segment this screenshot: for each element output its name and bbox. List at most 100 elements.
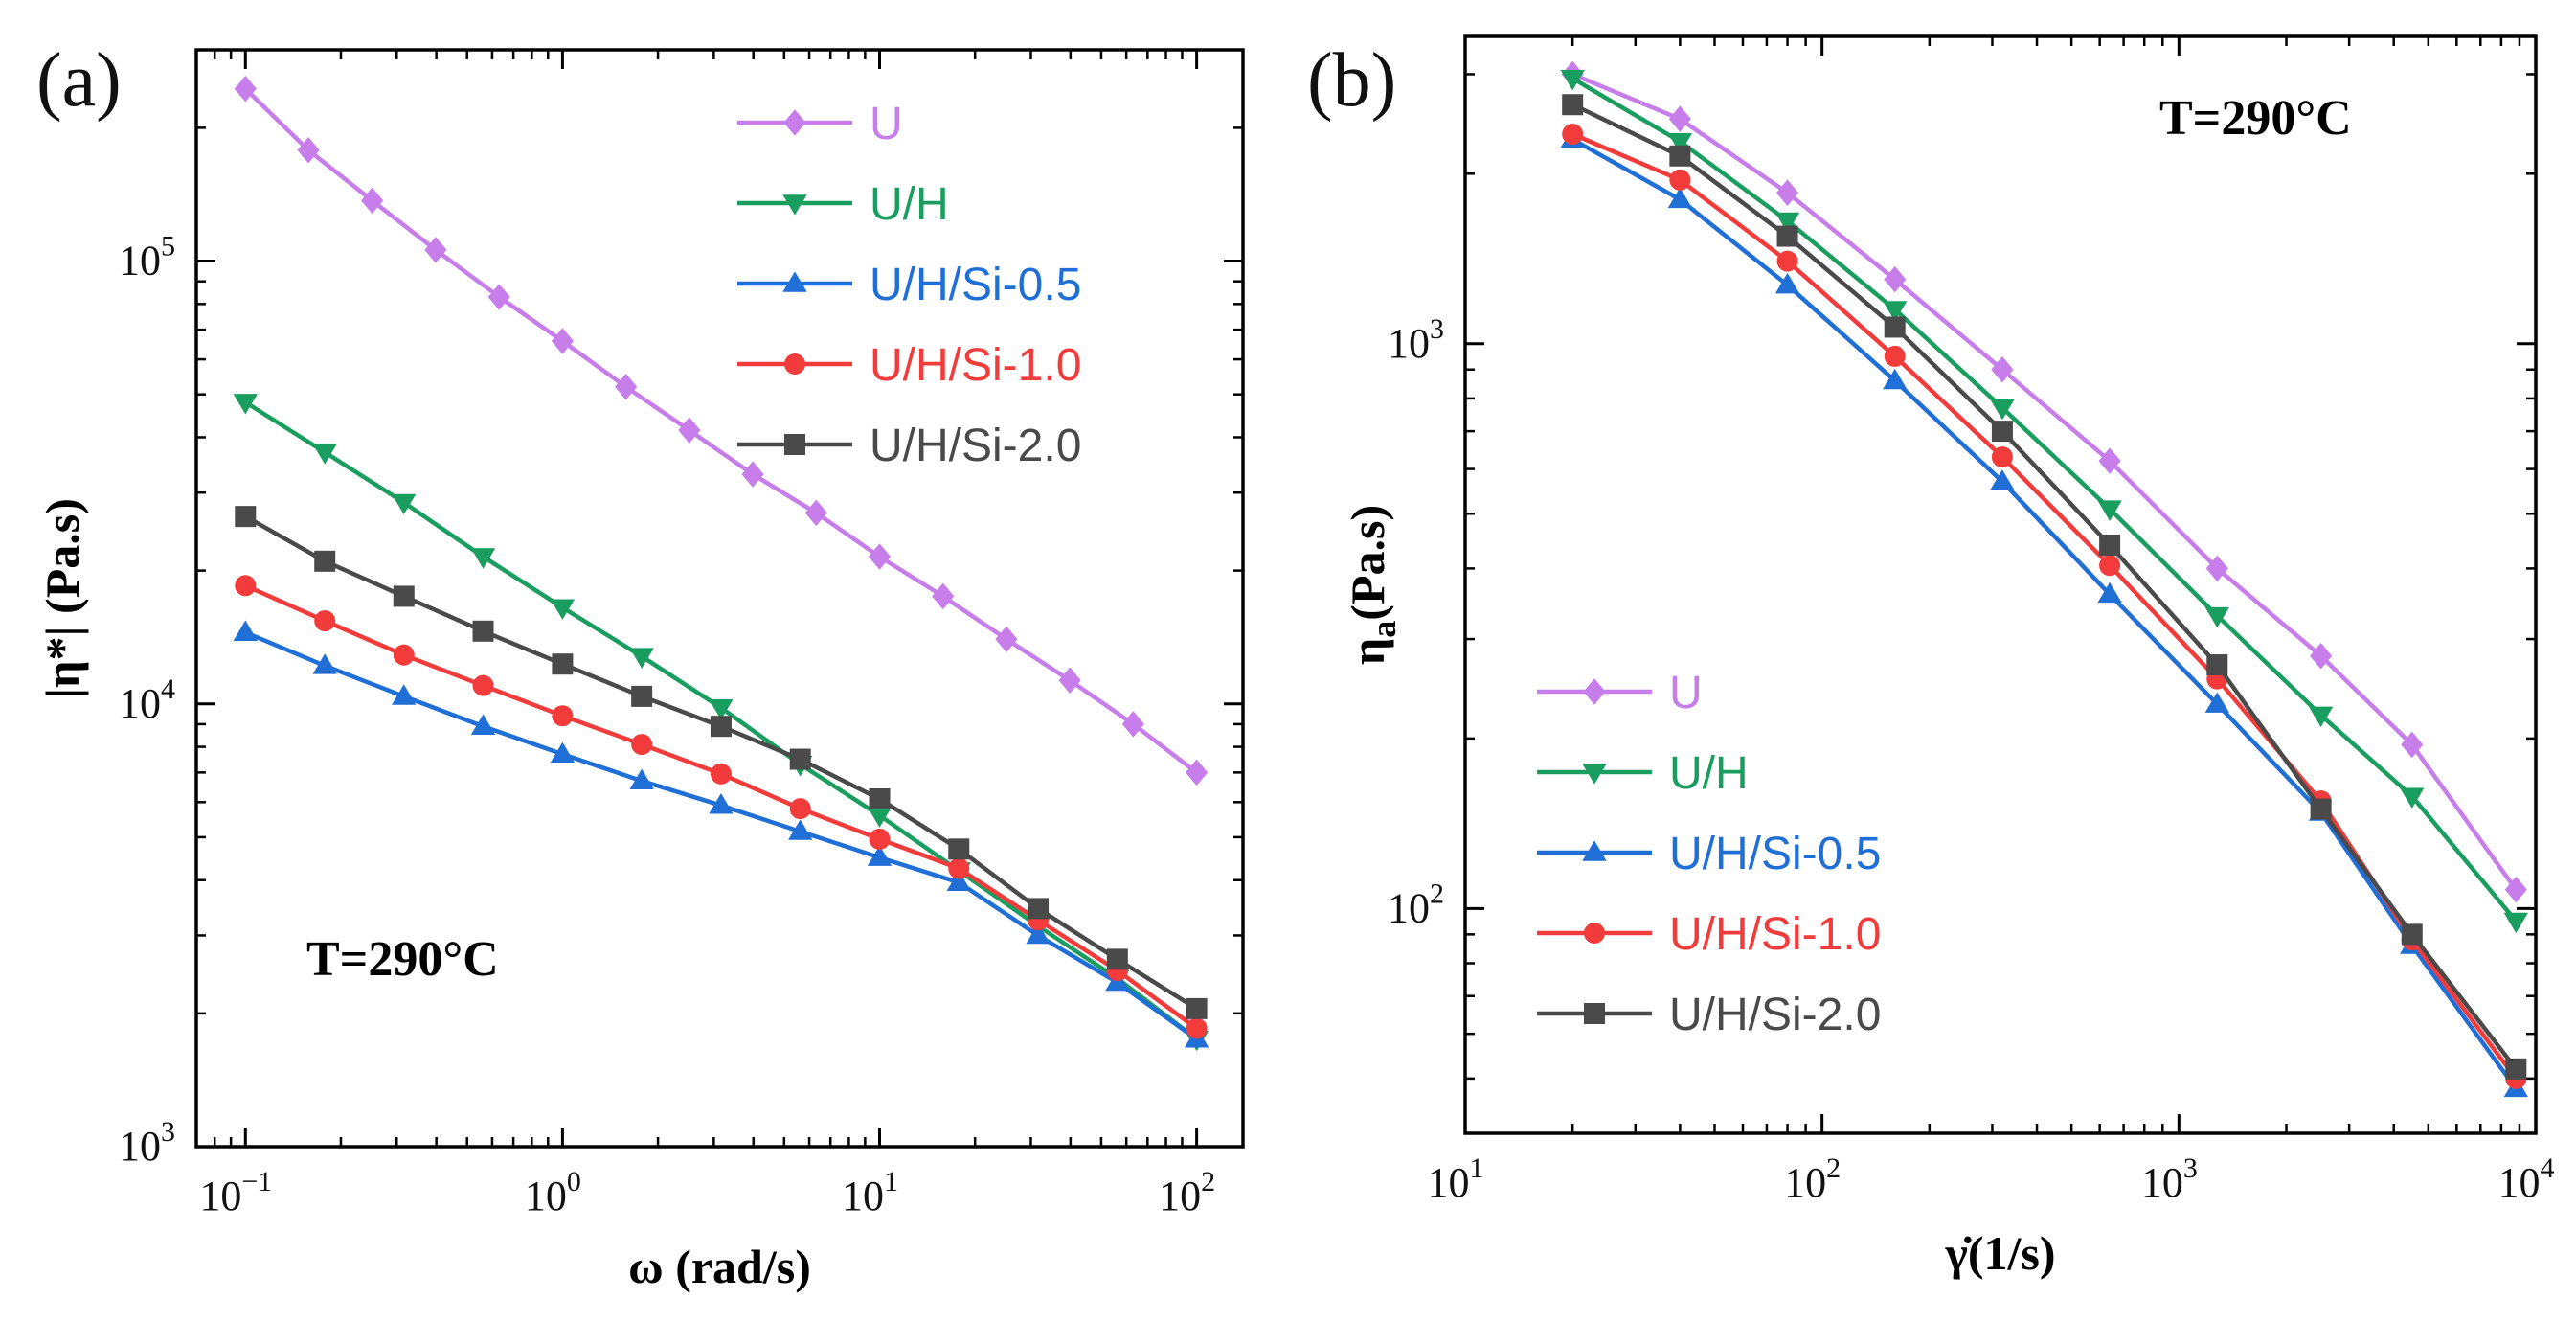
minor-ticks xyxy=(1465,36,2536,1133)
data-point xyxy=(314,550,336,572)
data-point xyxy=(1562,94,1584,116)
data-point xyxy=(550,741,576,764)
data-point xyxy=(2099,555,2121,577)
data-point xyxy=(2204,692,2229,713)
data-point xyxy=(550,599,576,620)
data-point xyxy=(629,768,654,789)
data-point xyxy=(946,870,971,892)
data-point xyxy=(1186,997,1208,1019)
legend-label: U/H/Si-1.0 xyxy=(870,340,1081,391)
x-tick-label: 102 xyxy=(1159,1166,1215,1219)
legend-label: U/H/Si-2.0 xyxy=(870,421,1081,471)
data-point xyxy=(2098,447,2121,474)
legend-item-u-h: U/H xyxy=(1537,748,1749,799)
data-point xyxy=(392,493,417,515)
data-point xyxy=(233,394,258,415)
data-point xyxy=(472,620,494,642)
data-point xyxy=(1776,179,1799,207)
data-point xyxy=(424,237,447,263)
y-tick-label: 105 xyxy=(119,231,175,285)
data-point xyxy=(789,798,811,820)
x-tick-label: 101 xyxy=(842,1166,898,1219)
data-point xyxy=(235,506,257,528)
data-point xyxy=(1121,711,1144,738)
data-point xyxy=(2401,731,2424,759)
data-point xyxy=(1883,301,1908,322)
legend-label: U/H/Si-0.5 xyxy=(870,260,1081,310)
data-point xyxy=(1774,212,1800,234)
series-u-h-si-2-0 xyxy=(235,506,1208,1019)
data-point xyxy=(1667,187,1693,209)
data-point xyxy=(1991,421,2013,443)
y-axis-title: |η*| (Pa.s) xyxy=(35,498,89,698)
data-point xyxy=(233,620,258,641)
x-tick-label: 103 xyxy=(2141,1152,2198,1206)
legend-marker xyxy=(784,434,805,455)
data-point xyxy=(1776,225,1798,247)
legend-item-u-h-si-0-5: U/H/Si-0.5 xyxy=(737,260,1081,310)
data-point xyxy=(1774,272,1800,294)
legend-marker xyxy=(783,109,806,136)
data-point xyxy=(995,626,1018,652)
data-point xyxy=(1058,667,1081,694)
data-point xyxy=(2308,706,2334,728)
data-point xyxy=(867,845,893,866)
data-point xyxy=(235,575,257,597)
y-axis-title: ηa(Pa.s) xyxy=(1341,505,1403,665)
legend-marker xyxy=(1582,764,1607,785)
legend-item-u: U xyxy=(737,99,903,149)
legend-item-u-h: U/H xyxy=(737,179,949,230)
data-point xyxy=(868,543,892,570)
data-point xyxy=(2205,555,2228,582)
legend-marker xyxy=(782,194,807,216)
data-point xyxy=(1668,105,1691,132)
series-line-u xyxy=(1571,72,2519,892)
panel-label: (a) xyxy=(36,38,122,123)
x-tick-label: 100 xyxy=(525,1166,581,1219)
plot-frame xyxy=(194,48,1245,1149)
data-point xyxy=(1028,898,1050,920)
legend-label: U/H xyxy=(1669,748,1749,799)
data-point xyxy=(948,857,970,879)
data-point xyxy=(2503,912,2528,934)
data-point xyxy=(314,610,336,632)
data-point xyxy=(393,585,415,607)
legend-marker xyxy=(1582,840,1607,861)
series-u xyxy=(234,75,1209,786)
data-point xyxy=(1776,250,1798,272)
data-point xyxy=(1560,69,1585,91)
legend-marker xyxy=(1583,678,1606,705)
legend-item-u-h-si-0-5: U/H/Si-0.5 xyxy=(1537,829,1881,879)
data-point xyxy=(470,714,496,735)
data-point xyxy=(1562,124,1584,146)
data-point xyxy=(1669,145,1691,167)
data-point xyxy=(869,787,891,809)
data-point xyxy=(867,807,893,828)
panel-label: (b) xyxy=(1307,38,1396,123)
data-point xyxy=(2400,787,2425,809)
chart-panel-a: (a) 10−1 100 101 102 103 104 105 ω (rad/s) |η*| (… xyxy=(35,38,1245,1293)
data-point xyxy=(678,417,701,444)
data-point xyxy=(789,748,811,770)
data-point xyxy=(1026,923,1051,945)
legend: U U/H U/H/Si-0.5 U/H/Si-1.0 U/H/Si-2.0 xyxy=(1537,668,1881,1040)
legend-label: U xyxy=(1669,668,1703,718)
y-tick-label: 102 xyxy=(1388,878,1444,931)
data-point xyxy=(1991,446,2013,468)
data-point xyxy=(2504,876,2527,903)
data-point xyxy=(361,187,384,215)
data-point xyxy=(2401,923,2423,946)
x-axis-title: γ̇(1/s) xyxy=(1944,1226,2055,1280)
data-point xyxy=(487,284,510,310)
legend-label: U/H/Si-1.0 xyxy=(1669,909,1881,960)
series-line-u-h-si-0-5 xyxy=(1571,137,2519,1090)
data-point xyxy=(932,582,955,610)
legend-item-u-h-si-2-0: U/H/Si-2.0 xyxy=(737,421,1081,471)
legend-item-u-h-si-1-0: U/H/Si-1.0 xyxy=(1537,909,1881,960)
data-point xyxy=(2204,606,2229,628)
data-point xyxy=(2310,642,2333,670)
data-point xyxy=(297,137,320,164)
series-line-u-h xyxy=(1571,76,2519,923)
x-axis-title: ω (rad/s) xyxy=(628,1240,811,1293)
